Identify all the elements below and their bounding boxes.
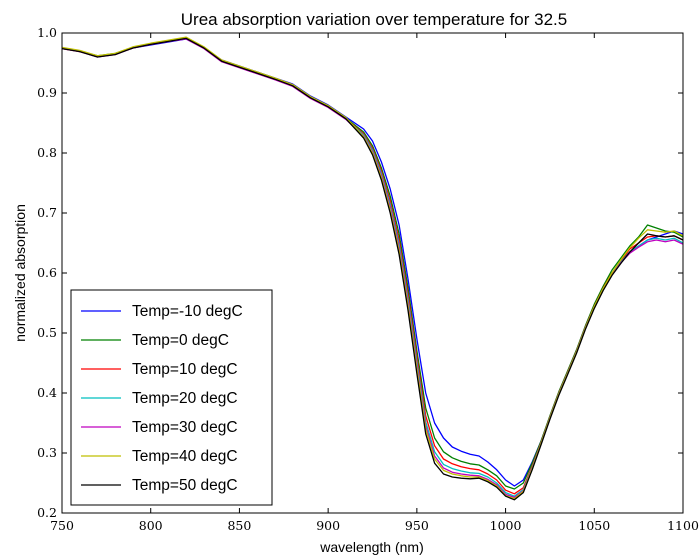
legend-item: Temp=40 degC	[81, 448, 238, 465]
y-tick-label: 0.6	[37, 265, 57, 280]
legend-label: Temp=40 degC	[132, 448, 238, 465]
x-tick-label: 1050	[578, 518, 610, 533]
series-line-6	[61, 37, 684, 501]
legend: Temp=-10 degC Temp=0 degC Temp=10 degC Temp…	[70, 289, 273, 506]
legend-label: Temp=20 degC	[132, 390, 238, 407]
x-tick-label: 1100	[667, 518, 699, 533]
y-tick-label: 0.7	[37, 205, 57, 220]
y-tick-label: 0.5	[37, 325, 57, 340]
y-tick-label: 0.3	[37, 445, 57, 460]
x-tick-label: 1000	[490, 518, 522, 533]
legend-item: Temp=10 degC	[81, 361, 238, 378]
chart-title: Urea absorption variation over temperatu…	[181, 10, 567, 29]
y-tick-label: 0.2	[37, 505, 57, 520]
axis-ticks: 750 800 850 900 950 1000 1050 1100 0.2 0.3 0.4 0.5 0…	[37, 25, 699, 533]
legend-label: Temp=10 degC	[132, 361, 238, 378]
legend-label: Temp=50 degC	[132, 477, 238, 494]
series-line-5	[61, 36, 684, 500]
x-axis-label: wavelength (nm)	[319, 539, 424, 555]
legend-label: Temp=-10 degC	[132, 303, 243, 320]
legend-label: Temp=0 degC	[132, 332, 229, 349]
legend-item: Temp=0 degC	[81, 332, 229, 349]
y-tick-label: 0.9	[37, 85, 57, 100]
x-tick-label: 900	[316, 518, 340, 533]
legend-label: Temp=30 degC	[132, 419, 238, 436]
x-tick-label: 950	[405, 518, 429, 533]
plot-frame	[61, 32, 684, 514]
legend-item: Temp=-10 degC	[81, 303, 243, 320]
y-tick-label: 0.4	[37, 385, 57, 400]
legend-item: Temp=30 degC	[81, 419, 238, 436]
legend-item: Temp=20 degC	[81, 390, 238, 407]
plot-lines	[61, 36, 684, 501]
legend-item: Temp=50 degC	[81, 477, 238, 494]
x-tick-label: 750	[50, 518, 74, 533]
x-tick-label: 800	[139, 518, 163, 533]
x-tick-label: 850	[227, 518, 251, 533]
y-tick-label: 1.0	[37, 25, 57, 40]
y-axis-label: normalized absorption	[12, 204, 28, 342]
y-tick-label: 0.8	[37, 145, 57, 160]
